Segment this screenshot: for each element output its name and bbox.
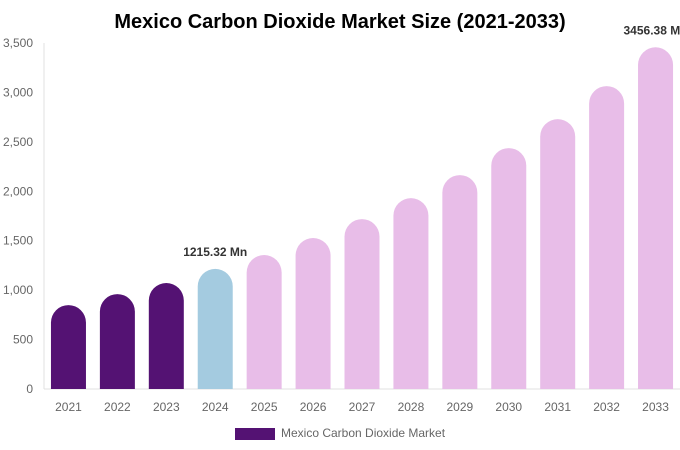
annotations: 1215.32 Mn 3456.38 Mn <box>183 23 680 259</box>
y-tick-label: 500 <box>13 333 33 347</box>
x-tick-label: 2032 <box>593 400 620 414</box>
chart-title: Mexico Carbon Dioxide Market Size (2021-… <box>114 11 565 33</box>
bar-2032 <box>589 86 625 389</box>
x-tick-label: 2024 <box>202 400 229 414</box>
x-tick-label: 2030 <box>495 400 522 414</box>
legend-swatch <box>235 428 275 440</box>
bar-2025 <box>246 255 282 389</box>
x-tick-label: 2021 <box>55 400 82 414</box>
x-axis: 2021 2022 2023 2024 2025 2026 2027 2028 2029 2030… <box>55 400 669 414</box>
bar-2022 <box>99 294 135 389</box>
y-tick-label: 3,500 <box>3 36 33 50</box>
bar-2024 <box>197 268 233 389</box>
bar-2028 <box>393 198 429 389</box>
x-tick-label: 2031 <box>544 400 571 414</box>
x-tick-label: 2028 <box>398 400 425 414</box>
x-tick-label: 2026 <box>300 400 327 414</box>
bar-2027 <box>344 219 380 389</box>
data-label: 1215.32 Mn <box>183 245 247 259</box>
data-label: 3456.38 Mn <box>624 23 680 37</box>
legend[interactable]: Mexico Carbon Dioxide Market <box>235 426 446 440</box>
bars <box>50 47 674 390</box>
legend-label: Mexico Carbon Dioxide Market <box>281 426 446 440</box>
x-tick-label: 2022 <box>104 400 131 414</box>
x-tick-label: 2027 <box>349 400 376 414</box>
x-tick-label: 2025 <box>251 400 278 414</box>
x-tick-label: 2029 <box>446 400 473 414</box>
x-tick-label: 2033 <box>642 400 669 414</box>
x-tick-label: 2023 <box>153 400 180 414</box>
y-tick-label: 2,500 <box>3 135 33 149</box>
y-tick-label: 0 <box>26 382 33 396</box>
y-tick-label: 1,000 <box>3 283 33 297</box>
y-tick-label: 3,000 <box>3 85 33 99</box>
bar-2031 <box>540 119 576 390</box>
bar-2030 <box>491 148 527 389</box>
bar-2023 <box>148 283 184 389</box>
y-tick-label: 1,500 <box>3 234 33 248</box>
bar-2021 <box>50 305 86 389</box>
y-tick-label: 2,000 <box>3 184 33 198</box>
bar-2029 <box>442 175 478 389</box>
bar-2026 <box>295 238 331 389</box>
bar-2033 <box>638 47 674 390</box>
